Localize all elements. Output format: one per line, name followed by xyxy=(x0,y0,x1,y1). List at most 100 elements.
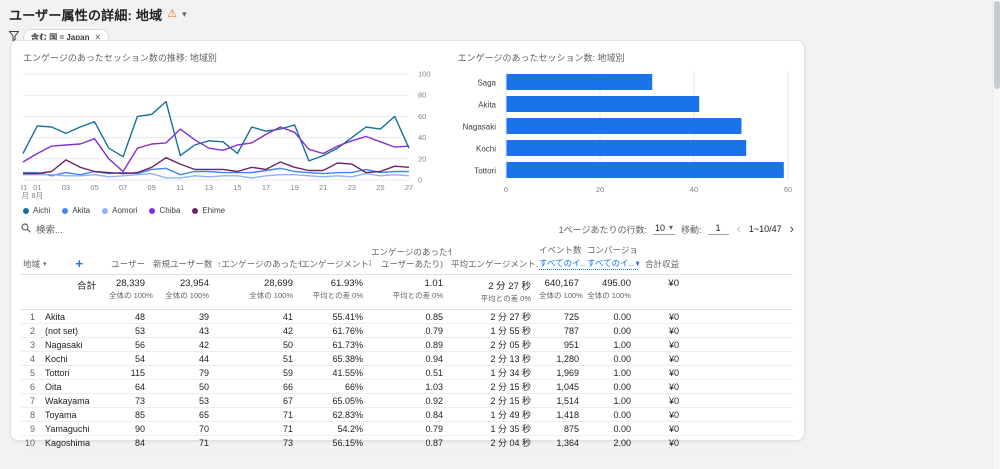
metric-cell: ¥0 xyxy=(639,393,687,408)
y-axis-label: 20 xyxy=(418,154,426,163)
table-row-wakayama[interactable]: 7 Wakayama 73 53 67 65.05% 0.92 2 分 15 秒 1,514 1.… xyxy=(21,393,793,408)
line-chart-title: エンゲージのあったセッション数の推移: 地域別 xyxy=(23,53,217,63)
table-row-kagoshima[interactable]: 10 Kagoshima 84 71 73 56.15% 0.87 2 分 04 秒 1,364… xyxy=(21,435,793,450)
metric-cell: 0.00 xyxy=(587,421,639,436)
chevron-down-icon[interactable]: ▾ xyxy=(182,9,187,19)
metric-cell: 84 xyxy=(109,435,153,450)
table-row-kochi[interactable]: 4 Kochi 54 44 51 65.38% 0.94 2 分 13 秒 1,280 0.00 ¥… xyxy=(21,351,793,366)
table-row-notset[interactable]: 2 (not set) 53 43 42 61.76% 0.79 1 分 55 秒 787 0.0… xyxy=(21,323,793,338)
column-event-filter-link[interactable]: すべてのイ.. ▾ xyxy=(539,257,587,270)
bar-category-label: Akita xyxy=(478,101,496,110)
metric-cell: 0.00 xyxy=(587,407,639,422)
row-number: 6 xyxy=(29,381,35,392)
metric-cell: 41 xyxy=(217,309,301,324)
metric-cell: 0.79 xyxy=(371,421,451,436)
metric-cell: 1 分 34 秒 xyxy=(451,365,539,380)
goto-page-input[interactable]: 1 xyxy=(707,223,729,235)
bar-akita[interactable] xyxy=(506,96,699,112)
table-row-tottori[interactable]: 5 Tottori 115 79 59 41.55% 0.51 1 分 34 秒 1,969 1.… xyxy=(21,365,793,380)
charts-row: エンゲージのあったセッション数の推移: 地域別 0 20 40 60 80 100 317月… xyxy=(11,41,804,215)
metric-cell: ¥0 xyxy=(639,379,687,394)
prev-page-icon[interactable]: ‹ xyxy=(736,221,741,236)
legend-item-akita[interactable]: Akita xyxy=(62,206,90,215)
column-header-7[interactable]: イベント数すべてのイ.. ▾ xyxy=(539,242,587,275)
legend-label: Aomori xyxy=(112,206,138,215)
table-row-akita[interactable]: 1 Akita 48 39 41 55.41% 0.85 2 分 27 秒 725 0.00 ¥0 xyxy=(21,309,793,324)
column-header-2[interactable]: 新規ユーザー数 xyxy=(153,242,217,275)
row-number: 7 xyxy=(29,395,35,406)
metric-cell: 39 xyxy=(153,309,217,324)
rows-per-page-select[interactable]: 10 ▾ xyxy=(652,223,675,235)
page-title: ユーザー属性の詳細: 地域 xyxy=(9,8,163,23)
metric-cell: 2 分 13 秒 xyxy=(451,351,539,366)
page-range: 1~10/47 xyxy=(748,224,782,234)
scrollbar-thumb[interactable] xyxy=(994,1,1000,89)
region-cell: 8 Toyama xyxy=(21,407,109,422)
x-axis-label: 60 xyxy=(784,185,792,194)
region-name: Toyama xyxy=(45,409,77,420)
totals-cell: 23,954 全体の 100% xyxy=(153,274,217,310)
column-header-1[interactable]: ユーザー xyxy=(109,242,153,275)
column-header-label: 新規ユーザー数 xyxy=(153,259,213,269)
column-header-6[interactable]: 平均エンゲージメント.. xyxy=(451,242,539,275)
legend-item-chiba[interactable]: Chiba xyxy=(149,206,180,215)
title-row: ユーザー属性の詳細: 地域 ⚠ ▾ xyxy=(9,5,187,24)
legend-item-ehime[interactable]: Ehime xyxy=(192,206,225,215)
region-cell: 4 Kochi xyxy=(21,351,109,366)
metric-cell: 1.00 xyxy=(587,337,639,352)
metric-cell: 70 xyxy=(153,421,217,436)
column-header-4[interactable]: エンゲージメント率 xyxy=(301,242,371,275)
x-axis-label: 0 xyxy=(504,185,508,194)
bar-kochi[interactable] xyxy=(506,140,746,156)
metric-cell: 50 xyxy=(153,379,217,394)
pagination: 1ページあたりの行数: 10 ▾ 移動: 1 ‹ 1~10/47 › xyxy=(559,221,796,236)
search-input[interactable]: 検索... xyxy=(21,222,63,236)
bar-category-label: Nagasaki xyxy=(462,123,496,132)
line-chart-legend: Aichi Akita Aomori Chiba Ehime xyxy=(23,206,450,215)
metric-cell: 56.15% xyxy=(301,435,371,450)
metric-cell: 0.89 xyxy=(371,337,451,352)
column-header-3[interactable]: ↑エンゲージのあったセ.. xyxy=(217,242,301,275)
region-name: (not set) xyxy=(45,325,79,336)
metric-cell: 41.55% xyxy=(301,365,371,380)
metric-cell: 2 分 15 秒 xyxy=(451,393,539,408)
bar-nagasaki[interactable] xyxy=(506,118,742,134)
scrollbar[interactable] xyxy=(992,0,1000,469)
column-header-9[interactable]: 合計収益 xyxy=(639,242,687,275)
totals-cell: 495.00 全体の 100% xyxy=(587,274,639,310)
legend-dot-icon xyxy=(149,207,156,214)
table-row-oita[interactable]: 6 Oita 64 50 66 66% 1.03 2 分 15 秒 1,045 0.00 ¥0 xyxy=(21,379,793,394)
metric-cell: 725 xyxy=(539,309,587,324)
rows-per-page-value: 10 xyxy=(654,223,665,233)
next-page-icon[interactable]: › xyxy=(789,221,794,236)
legend-item-aomori[interactable]: Aomori xyxy=(102,206,137,215)
add-dimension-button[interactable]: + xyxy=(75,256,84,271)
filter-funnel-icon[interactable] xyxy=(8,28,20,46)
legend-label: Aichi xyxy=(33,206,51,215)
column-header-8[interactable]: コンバージョンすべてのイ.. ▾ xyxy=(587,242,639,275)
chip-close-icon[interactable]: ✕ xyxy=(94,32,102,42)
metric-cell: 56 xyxy=(109,337,153,352)
row-number: 3 xyxy=(29,339,35,350)
column-header-label: イベント数 xyxy=(539,245,582,255)
column-event-filter-link[interactable]: すべてのイ.. ▾ xyxy=(587,258,639,270)
column-header-5[interactable]: エンゲージのあったセ.. ユーザーあたり) xyxy=(371,242,451,275)
table-row-yamaguchi[interactable]: 9 Yamaguchi 90 70 71 54.2% 0.79 1 分 35 秒 875 0.00… xyxy=(21,421,793,436)
metric-cell: ¥0 xyxy=(639,421,687,436)
metric-cell: 0.00 xyxy=(587,323,639,338)
column-header-region[interactable]: 地域 ▾ + xyxy=(21,242,109,275)
legend-item-aichi[interactable]: Aichi xyxy=(23,206,50,215)
bar-tottori[interactable] xyxy=(506,162,784,178)
metric-cell: 53 xyxy=(153,393,217,408)
warning-icon[interactable]: ⚠ xyxy=(167,8,178,20)
table-row-toyama[interactable]: 8 Toyama 85 65 71 62.83% 0.84 1 分 49 秒 1,418 0.00… xyxy=(21,407,793,422)
table-row-nagasaki[interactable]: 3 Nagasaki 56 42 50 61.73% 0.89 2 分 05 秒 951 1.00… xyxy=(21,337,793,352)
legend-dot-icon xyxy=(23,207,29,214)
x-axis-label: 27 xyxy=(405,183,413,192)
line-series-chiba xyxy=(22,126,410,173)
metric-cell: 67 xyxy=(217,393,301,408)
metric-cell: 50 xyxy=(217,337,301,352)
x-axis-label: 01 xyxy=(33,183,41,192)
bar-saga[interactable] xyxy=(506,74,652,90)
